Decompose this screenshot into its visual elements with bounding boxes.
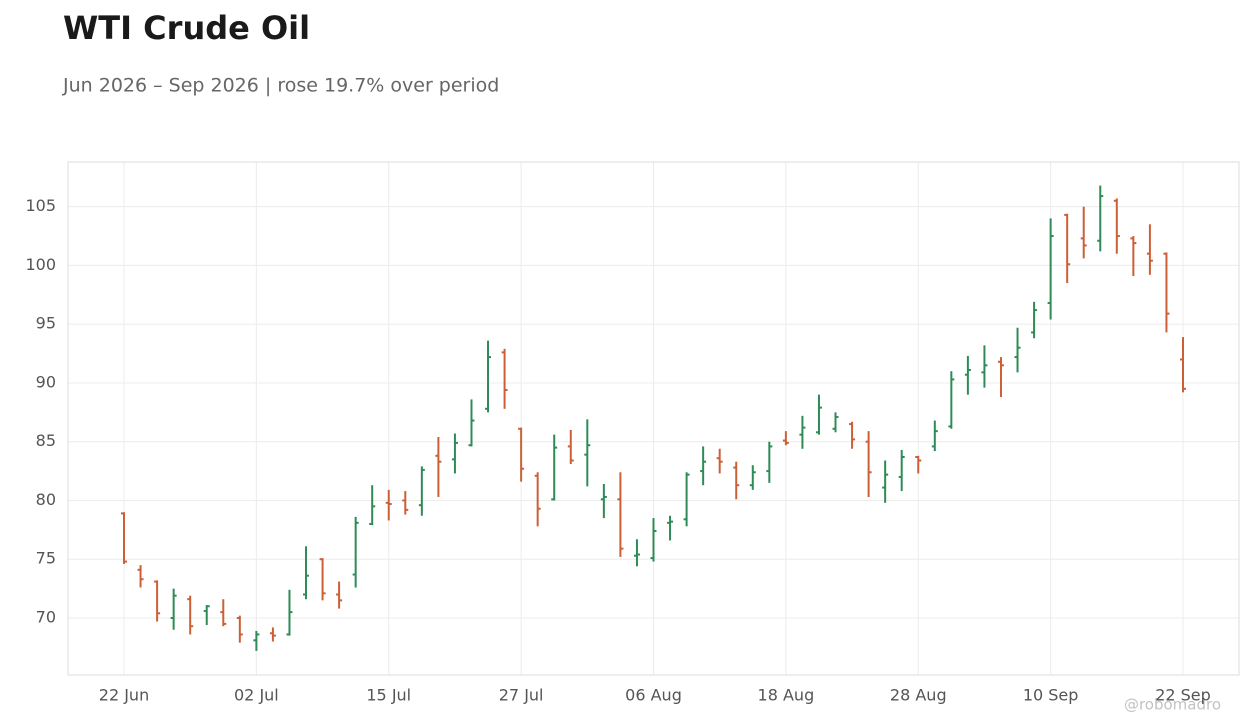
- y-tick-label: 105: [25, 196, 56, 215]
- x-tick-label: 22 Jun: [99, 686, 149, 705]
- x-tick-label: 02 Jul: [234, 686, 279, 705]
- y-tick-label: 100: [25, 255, 56, 274]
- y-tick-label: 70: [36, 608, 56, 627]
- chart-title: WTI Crude Oil: [63, 9, 310, 47]
- grid: [68, 162, 1239, 675]
- y-tick-label: 90: [36, 372, 56, 391]
- plot-frame: [67, 161, 1240, 676]
- y-tick-label: 85: [36, 431, 56, 450]
- x-tick-label: 06 Aug: [625, 686, 682, 705]
- watermark: @robomadro: [1124, 696, 1221, 714]
- x-tick-label: 15 Jul: [366, 686, 411, 705]
- y-tick-label: 80: [36, 490, 56, 509]
- ohlc-bars: [121, 185, 1186, 651]
- x-tick-label: 27 Jul: [499, 686, 544, 705]
- x-tick-label: 18 Aug: [758, 686, 815, 705]
- x-tick-label: 22 Sep: [1155, 686, 1211, 705]
- y-tick-label: 75: [36, 549, 56, 568]
- y-tick-label: 95: [36, 314, 56, 333]
- x-tick-label: 28 Aug: [890, 686, 947, 705]
- x-tick-label: 10 Sep: [1023, 686, 1079, 705]
- chart-subtitle: Jun 2026 – Sep 2026 | rose 19.7% over pe…: [62, 75, 499, 97]
